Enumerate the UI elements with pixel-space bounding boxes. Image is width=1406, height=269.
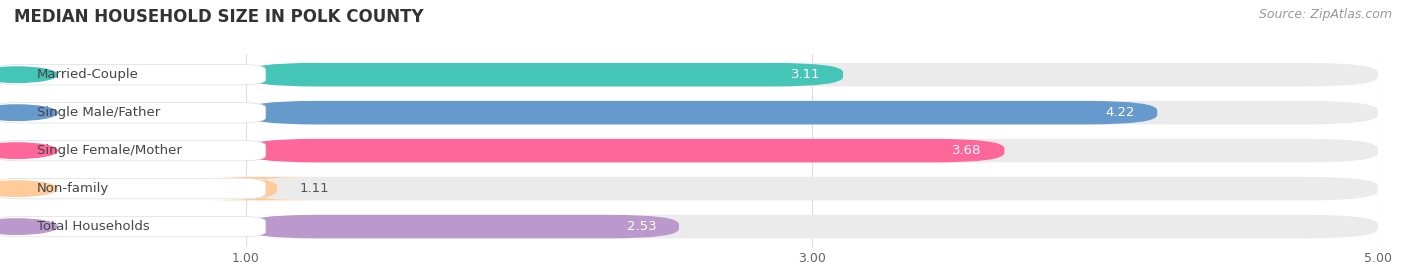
Text: MEDIAN HOUSEHOLD SIZE IN POLK COUNTY: MEDIAN HOUSEHOLD SIZE IN POLK COUNTY <box>14 8 423 26</box>
Text: Non-family: Non-family <box>37 182 108 195</box>
FancyBboxPatch shape <box>246 63 844 86</box>
FancyBboxPatch shape <box>246 215 679 238</box>
Text: Single Female/Mother: Single Female/Mother <box>37 144 181 157</box>
FancyBboxPatch shape <box>246 215 1378 238</box>
Text: 3.11: 3.11 <box>790 68 821 81</box>
FancyBboxPatch shape <box>246 101 1378 125</box>
FancyBboxPatch shape <box>246 101 1157 125</box>
Text: Married-Couple: Married-Couple <box>37 68 138 81</box>
Text: 4.22: 4.22 <box>1105 106 1135 119</box>
FancyBboxPatch shape <box>246 139 1004 162</box>
Text: Single Male/Father: Single Male/Father <box>37 106 160 119</box>
FancyBboxPatch shape <box>207 177 316 200</box>
FancyBboxPatch shape <box>246 139 1378 162</box>
Text: 1.11: 1.11 <box>299 182 329 195</box>
FancyBboxPatch shape <box>246 63 1378 86</box>
Text: 3.68: 3.68 <box>952 144 981 157</box>
Text: Source: ZipAtlas.com: Source: ZipAtlas.com <box>1258 8 1392 21</box>
Text: Total Households: Total Households <box>37 220 149 233</box>
Text: 2.53: 2.53 <box>627 220 657 233</box>
FancyBboxPatch shape <box>246 177 1378 200</box>
